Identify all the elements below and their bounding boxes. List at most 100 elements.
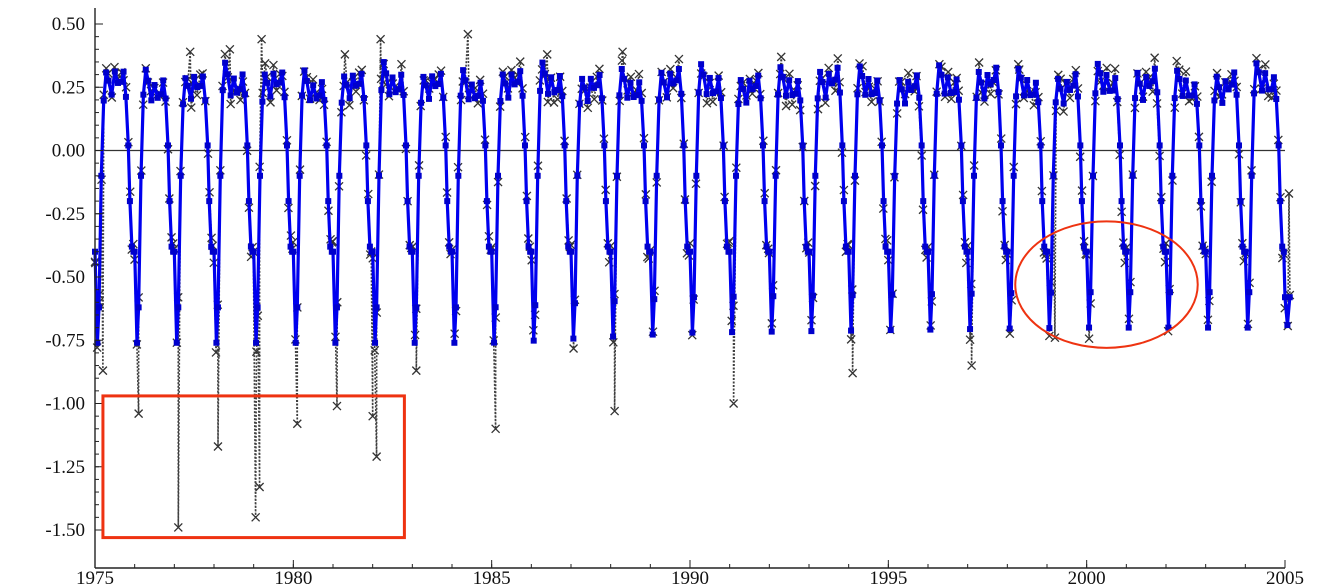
model-point — [839, 142, 846, 149]
model-point — [720, 142, 727, 149]
model-point — [175, 304, 182, 311]
model-point — [1282, 294, 1288, 301]
observed-point — [255, 482, 265, 492]
model-point — [1041, 243, 1048, 250]
model-point — [752, 83, 759, 90]
model-point — [138, 172, 145, 179]
model-point — [1246, 289, 1253, 296]
model-point — [1020, 92, 1027, 99]
model-point — [544, 90, 551, 97]
model-point — [1090, 172, 1097, 179]
model-point — [948, 89, 955, 96]
model-point — [797, 97, 804, 104]
model-point — [868, 91, 875, 98]
model-point — [690, 294, 697, 301]
model-point — [151, 82, 158, 89]
model-point — [673, 77, 680, 84]
model-point — [559, 93, 566, 100]
model-point — [1134, 69, 1141, 76]
observed-point — [211, 347, 221, 357]
model-point — [511, 81, 518, 88]
model-point — [415, 172, 422, 179]
model-point — [703, 91, 710, 98]
model-point — [145, 77, 152, 84]
model-point — [1169, 172, 1176, 179]
model-point — [822, 94, 829, 101]
x-tick-label: 2005 — [1266, 568, 1304, 584]
model-point — [1154, 89, 1161, 96]
model-point — [981, 95, 988, 102]
model-point — [299, 92, 306, 99]
model-point — [135, 304, 142, 311]
model-point — [651, 296, 658, 303]
model-point — [1047, 289, 1054, 296]
model-point — [1235, 142, 1242, 149]
model-point — [1080, 243, 1087, 250]
observed-point — [515, 57, 525, 67]
observed-point — [589, 94, 599, 104]
model-point — [766, 248, 773, 255]
observed-point — [260, 58, 270, 68]
observed-point — [351, 87, 361, 97]
model-point — [1231, 69, 1238, 76]
model-point — [898, 86, 905, 93]
model-point — [332, 339, 339, 346]
model-point — [1199, 243, 1206, 250]
model-point — [95, 304, 102, 311]
model-point — [1205, 324, 1212, 331]
model-point — [261, 71, 268, 78]
observed-point — [846, 334, 856, 344]
model-point — [267, 93, 274, 100]
model-point — [801, 198, 808, 205]
model-point — [755, 72, 762, 79]
observed-point — [708, 97, 718, 107]
model-point — [633, 92, 640, 99]
model-point — [819, 79, 826, 86]
model-point — [191, 73, 198, 80]
model-point — [530, 337, 537, 344]
model-point — [1050, 172, 1057, 179]
model-point — [523, 198, 530, 205]
model-point — [227, 92, 234, 99]
model-point — [386, 91, 393, 98]
model-point — [1197, 198, 1204, 205]
model-point — [836, 89, 843, 96]
model-point — [283, 142, 290, 149]
model-point — [418, 99, 425, 106]
model-point — [1087, 289, 1094, 296]
observed-point — [266, 97, 275, 107]
model-point — [395, 86, 402, 93]
model-point — [871, 90, 878, 97]
model-point — [202, 97, 209, 104]
model-point — [894, 100, 901, 107]
model-point — [1237, 198, 1244, 205]
model-point — [279, 69, 286, 76]
y-tick-label: -0.75 — [45, 330, 85, 351]
model-point — [700, 71, 707, 78]
model-point — [968, 290, 975, 297]
observed-point — [1065, 93, 1075, 103]
model-point — [997, 142, 1004, 149]
observed-point — [213, 442, 223, 451]
model-point — [925, 248, 931, 255]
model-point — [244, 142, 251, 149]
model-point — [1219, 99, 1226, 106]
model-point — [1057, 85, 1064, 92]
model-point — [616, 92, 623, 99]
model-point — [294, 304, 301, 311]
model-point — [333, 304, 340, 311]
model-point — [1127, 289, 1134, 296]
model-point — [768, 328, 775, 335]
model-point — [94, 339, 101, 346]
model-point — [532, 302, 539, 309]
model-point — [1013, 93, 1020, 100]
model-point — [1211, 97, 1218, 104]
model-point — [353, 82, 360, 89]
model-point — [862, 91, 869, 98]
observed-point — [411, 366, 421, 376]
model-point — [208, 243, 215, 250]
model-point — [604, 243, 611, 250]
x-tick-label: 1990 — [671, 568, 709, 584]
model-point — [525, 243, 532, 250]
